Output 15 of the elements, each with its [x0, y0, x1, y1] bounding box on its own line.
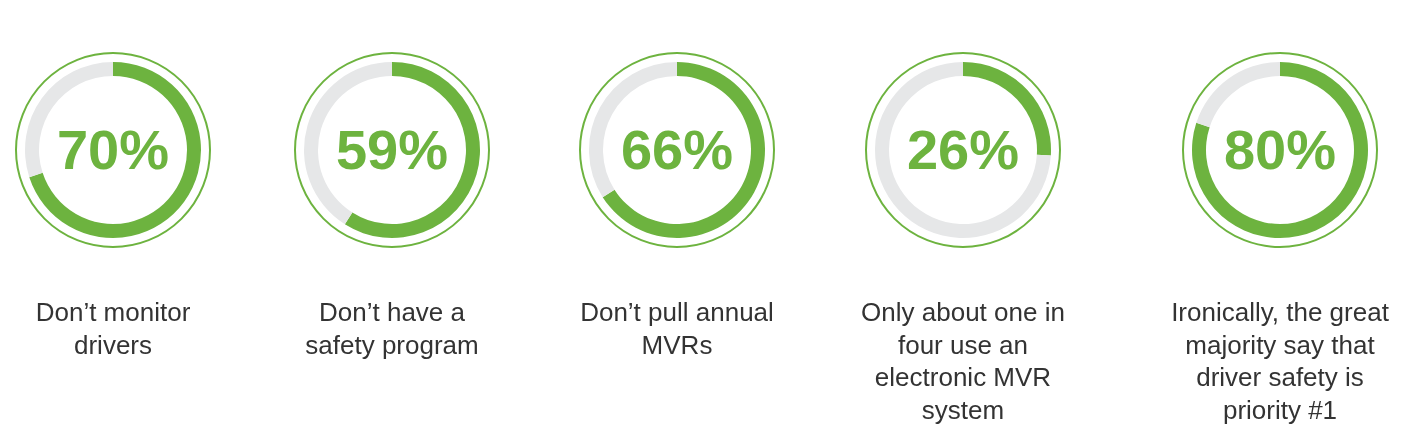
donut-slice: [875, 62, 1051, 238]
text: Don’t pull annual MVRs: [579, 296, 775, 361]
data-label: 70%: [56, 118, 170, 181]
data-label: 26%: [906, 118, 1020, 181]
text: Only about one in four use an electronic MVR system: [860, 296, 1066, 426]
donut-slice: [1192, 62, 1368, 238]
text: Don’t monitor drivers: [34, 296, 192, 361]
data-label: 66%: [620, 118, 734, 181]
data-label: 80%: [1223, 118, 1337, 181]
donut-slice: [29, 62, 201, 238]
data-label: 59%: [335, 118, 449, 181]
donut-slice: [602, 62, 765, 238]
text: Ironically, the great majority say that driver safety is priority #1: [1170, 296, 1390, 426]
text: Don’t have a safety program: [304, 296, 480, 361]
donut-slice: [1196, 62, 1280, 128]
